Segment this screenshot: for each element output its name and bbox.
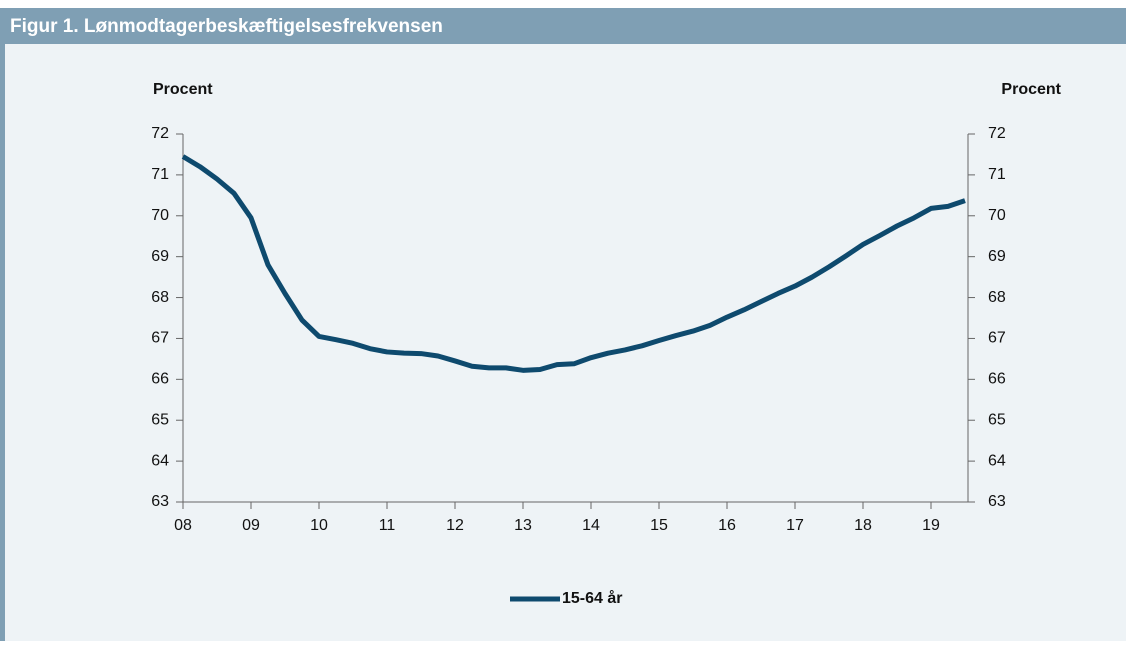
x-tick-label: 16 <box>718 517 736 534</box>
y2-tick-label: 65 <box>988 411 1006 428</box>
series-line <box>181 154 966 373</box>
chart-title: Figur 1. Lønmodtagerbeskæftigelsesfrekve… <box>10 16 443 37</box>
x-tick-label: 11 <box>379 517 396 534</box>
panel <box>0 44 1126 641</box>
y-tick-label: 66 <box>151 371 169 388</box>
x-tick-label: 12 <box>446 517 464 534</box>
x-tick-label: 19 <box>922 517 940 534</box>
y2-tick-label: 63 <box>988 493 1006 510</box>
x-tick-label: 14 <box>582 517 600 534</box>
x-tick-label: 13 <box>514 517 532 534</box>
y2-tick-label: 64 <box>988 452 1006 469</box>
y-tick-label: 70 <box>151 207 169 224</box>
y2-tick-label: 66 <box>988 371 1006 388</box>
y-tick-label: 71 <box>151 166 169 183</box>
x-tick-label: 10 <box>310 517 328 534</box>
y-tick-label: 63 <box>151 493 169 510</box>
y2-tick-label: 71 <box>988 166 1006 183</box>
x-tick-label: 18 <box>854 517 872 534</box>
y2-tick-label: 68 <box>988 289 1006 306</box>
header-bar <box>0 8 1126 44</box>
x-tick-label: 15 <box>650 517 668 534</box>
y-tick-label: 64 <box>151 452 169 469</box>
panel-border <box>0 44 5 641</box>
y-tick-label: 67 <box>151 330 169 347</box>
y2-tick-label: 70 <box>988 207 1006 224</box>
y2-tick-label: 72 <box>988 125 1006 142</box>
y-tick-label: 72 <box>151 125 169 142</box>
y-tick-label: 65 <box>151 411 169 428</box>
legend-label: 15-64 år <box>562 589 623 607</box>
y2-tick-label: 67 <box>988 330 1006 347</box>
x-tick-label: 08 <box>174 517 192 534</box>
y2-axis-title: Procent <box>1001 81 1061 98</box>
y-axis-title: Procent <box>153 81 213 98</box>
y-tick-label: 68 <box>151 289 169 306</box>
x-tick-label: 17 <box>786 517 804 534</box>
x-tick-label: 09 <box>242 517 260 534</box>
y2-tick-label: 69 <box>988 248 1006 265</box>
y-tick-label: 69 <box>151 248 169 265</box>
